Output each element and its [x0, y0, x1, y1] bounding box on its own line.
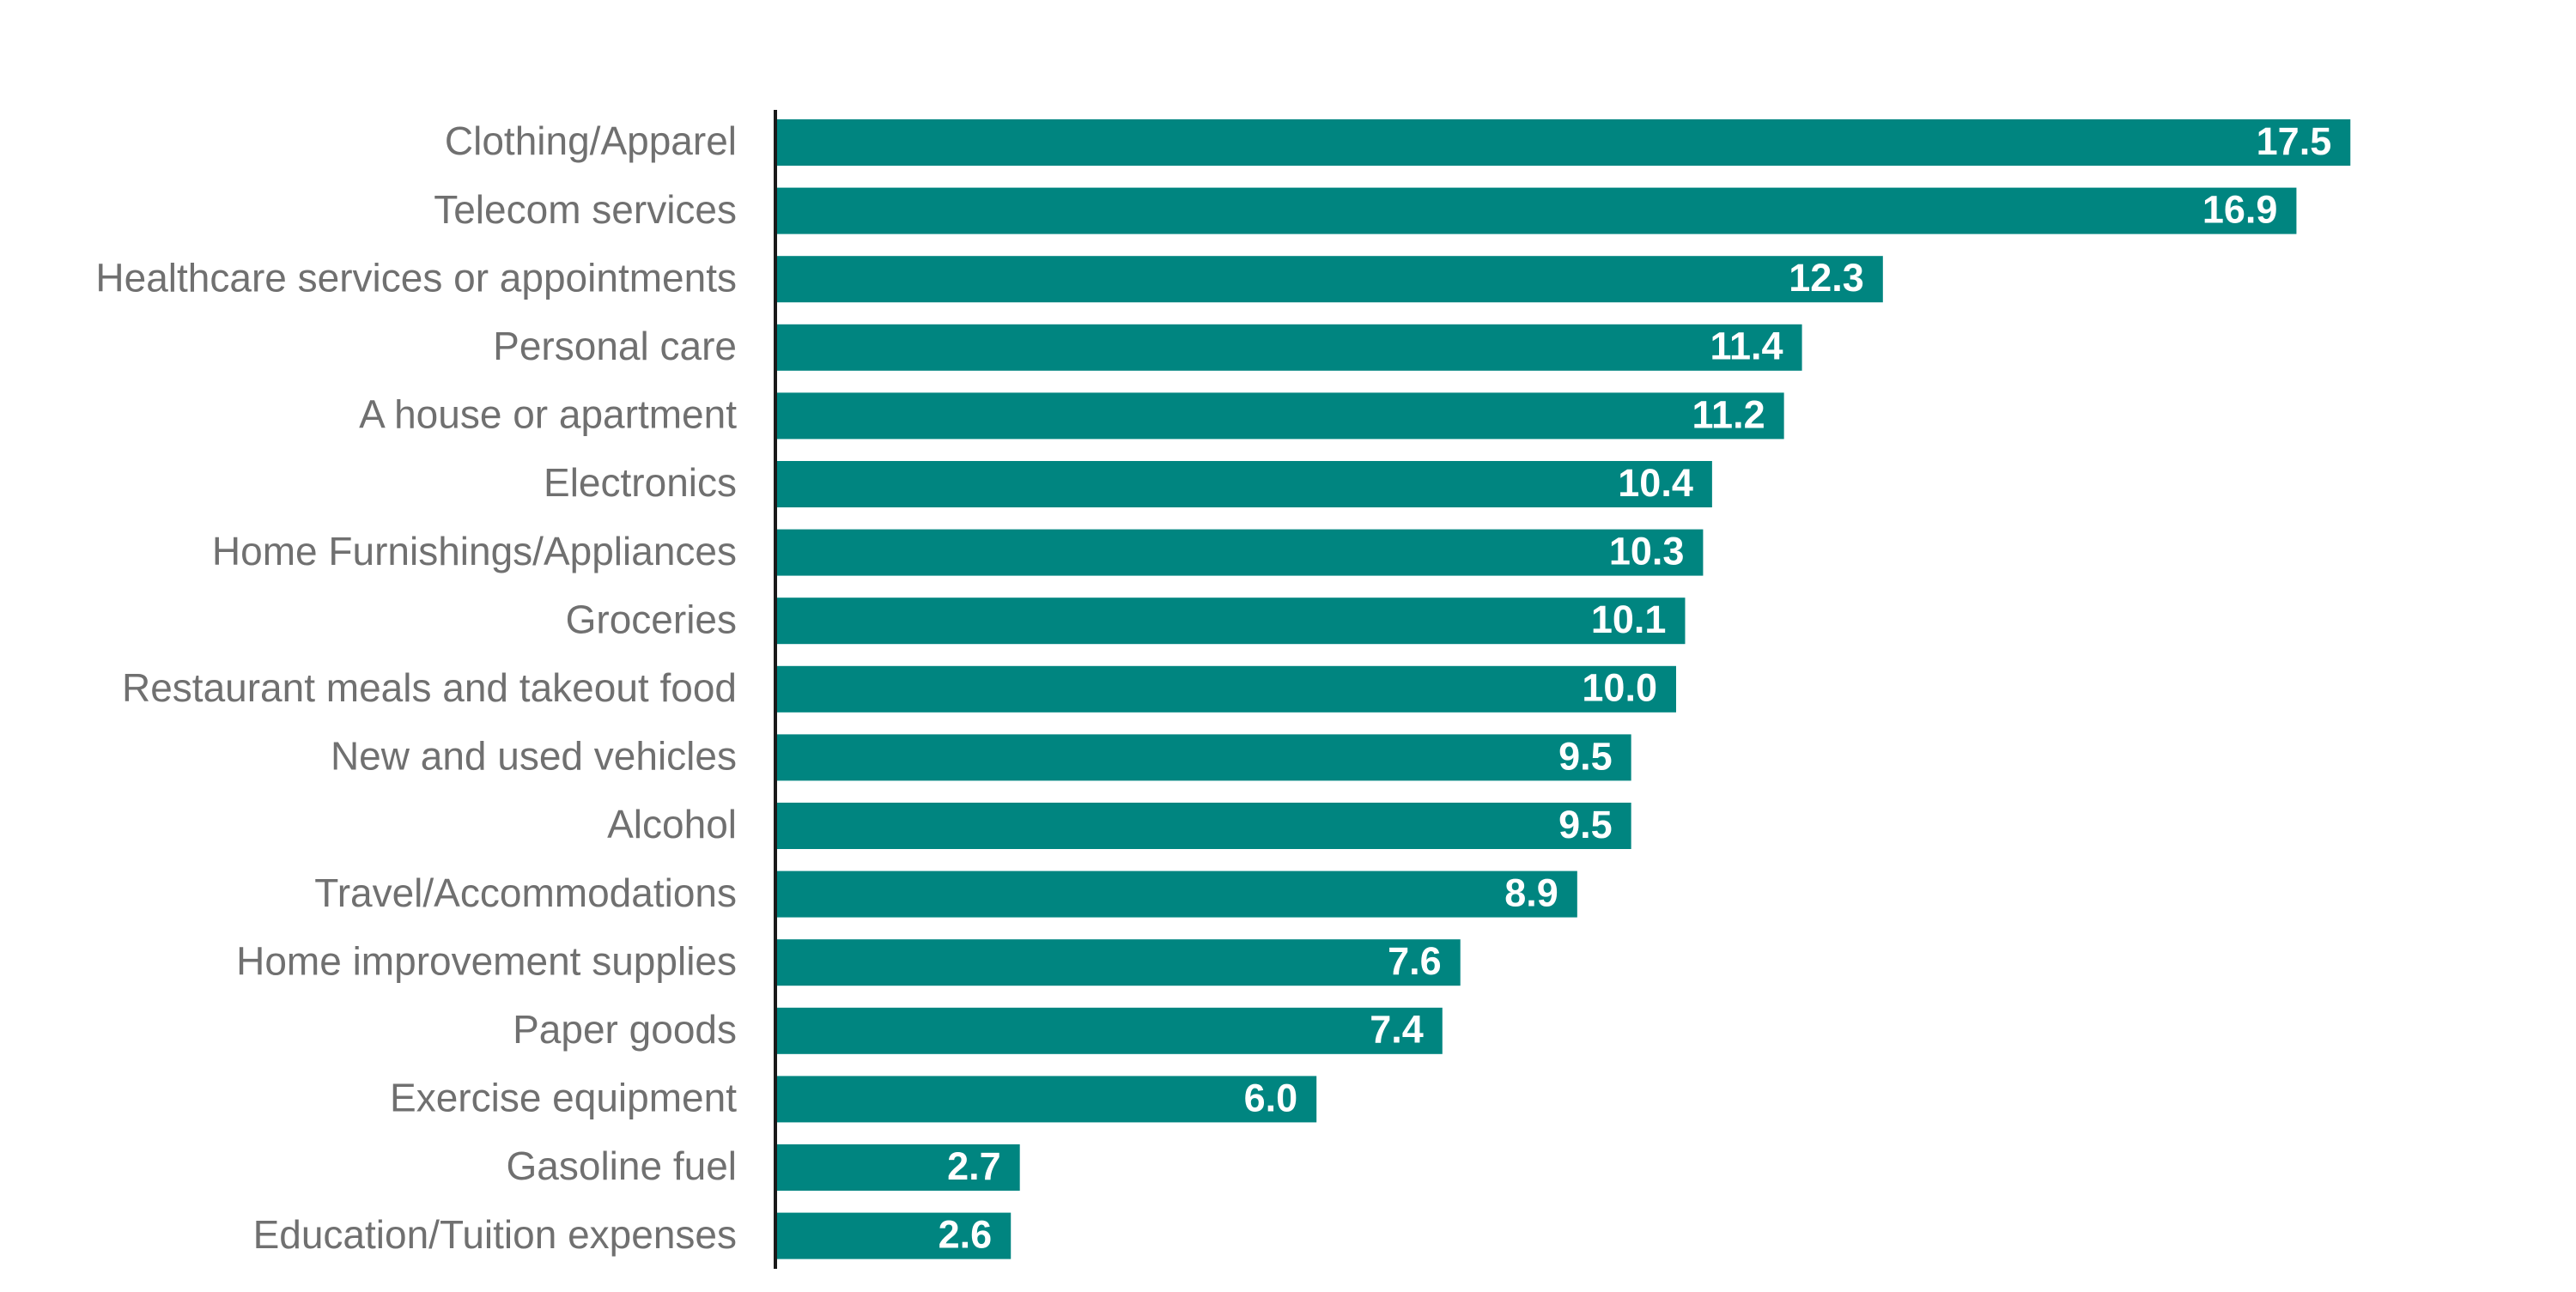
bar-value-label: 7.4: [1370, 1008, 1424, 1052]
bar: [777, 119, 2351, 166]
bar: [777, 324, 1802, 371]
category-label: Home improvement supplies: [236, 938, 737, 983]
bar: [777, 803, 1631, 849]
category-label: Travel/Accommodations: [314, 870, 737, 915]
category-label: Education/Tuition expenses: [253, 1212, 737, 1257]
bar-value-label: 6.0: [1244, 1076, 1298, 1119]
bar-value-label: 10.0: [1582, 666, 1657, 710]
category-label: New and used vehicles: [331, 734, 737, 779]
bar-value-label: 11.4: [1710, 325, 1783, 368]
bars-layer: 17.5 16.9 12.311.4 11.2 10.4 10.3 10.1 10.0 9.5 9…: [777, 119, 2351, 1259]
bar-value-label: 9.5: [1558, 803, 1613, 846]
category-label: Groceries: [566, 597, 737, 641]
category-label: Paper goods: [513, 1007, 737, 1052]
bar-value-label: 9.5: [1558, 734, 1613, 778]
category-label: Exercise equipment: [390, 1076, 737, 1120]
bar-value-label: 10.3: [1609, 529, 1685, 573]
bar-value-label: 16.9: [2202, 187, 2278, 231]
bar-value-label: 12.3: [1789, 256, 1864, 300]
category-label: A house or apartment: [359, 392, 737, 437]
category-label: Home Furnishings/Appliances: [212, 529, 737, 573]
bar: [777, 1076, 1317, 1123]
category-labels-layer: Clothing/Apparel Telecom services Healthca…: [95, 118, 737, 1257]
category-label: Electronics: [544, 460, 737, 505]
bar-value-label: 10.1: [1591, 597, 1667, 641]
bar-value-label: 17.5: [2257, 119, 2332, 163]
category-label: Alcohol: [607, 802, 737, 846]
category-label: Healthcare services or appointments: [95, 255, 737, 300]
category-label: Clothing/Apparel: [445, 118, 737, 163]
bar-value-label: 10.4: [1618, 461, 1693, 505]
bar: [777, 1007, 1443, 1054]
bar: [777, 187, 2297, 234]
bar: [777, 256, 1883, 303]
bar-value-label: 11.2: [1692, 392, 1765, 436]
category-label: Telecom services: [434, 187, 737, 232]
bar-value-label: 2.6: [939, 1212, 993, 1256]
bar-value-label: 8.9: [1504, 870, 1558, 914]
category-label: Personal care: [493, 324, 737, 368]
bar: [777, 939, 1461, 986]
bar: [777, 1144, 1020, 1191]
bar: [777, 734, 1631, 781]
bar-value-label: 7.6: [1388, 939, 1442, 983]
bar: [777, 529, 1704, 576]
bar-value-label: 2.7: [947, 1144, 1001, 1188]
bar: [777, 461, 1712, 507]
bar: [777, 665, 1676, 713]
bar: [777, 870, 1577, 918]
bar: [777, 597, 1686, 645]
bar: [777, 392, 1784, 440]
category-label: Restaurant meals and takeout food: [122, 665, 737, 710]
bar: [777, 1212, 1012, 1259]
category-label: Gasoline fuel: [507, 1143, 738, 1188]
